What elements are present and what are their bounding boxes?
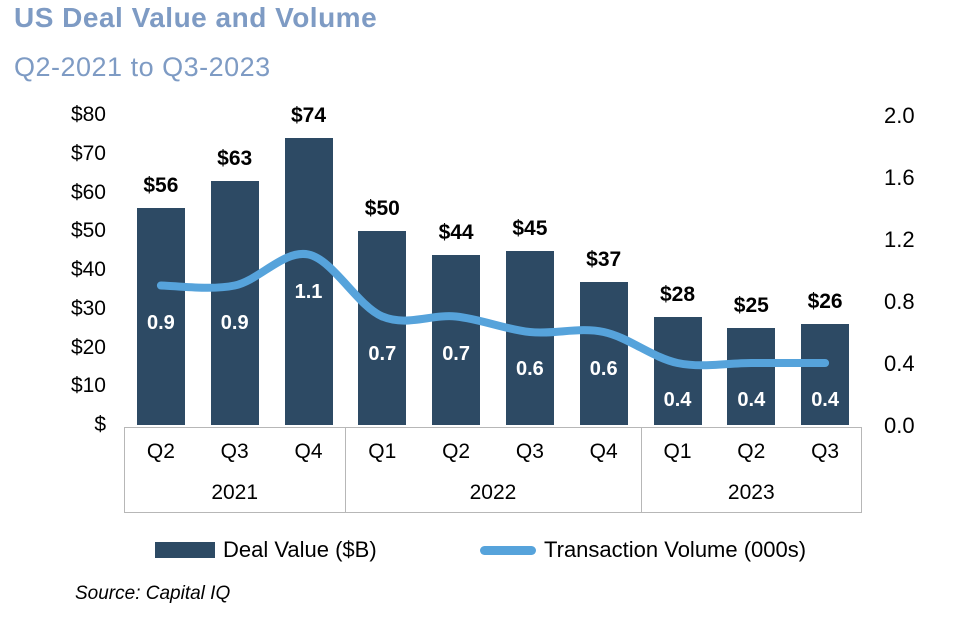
volume-value-label: 0.6 — [589, 358, 618, 380]
quarter-label: Q2 — [442, 440, 471, 463]
legend-item-deal-value: Deal Value ($B) — [155, 536, 377, 564]
year-label: 2023 — [727, 481, 775, 504]
bar-value-label: $37 — [586, 247, 622, 271]
volume-value-label: 0.6 — [515, 358, 544, 380]
y-axis-tick-right: 2.0 — [884, 103, 915, 128]
bar-value-label: $74 — [290, 104, 327, 128]
y-axis-tick-right: 0.8 — [884, 289, 915, 314]
quarter-label: Q3 — [220, 440, 249, 463]
chart-title: US Deal Value and Volume — [14, 2, 378, 33]
volume-value-label: 0.7 — [442, 342, 470, 365]
y-axis-tick-left: $40 — [70, 258, 106, 281]
chart-subtitle: Q2-2021 to Q3-2023 — [14, 52, 271, 82]
bar-value-label: $56 — [143, 174, 179, 197]
y-axis-tick-left: $80 — [70, 103, 106, 126]
category-axis-divider — [345, 427, 347, 513]
y-axis-tick-left: $30 — [70, 296, 106, 320]
y-axis-tick-right: 0.4 — [884, 351, 915, 376]
year-label: 2021 — [211, 481, 259, 504]
volume-value-label: 0.9 — [146, 311, 175, 334]
quarter-label: Q3 — [811, 440, 840, 463]
y-axis-tick-left: $60 — [70, 180, 106, 204]
volume-value-label: 0.4 — [737, 389, 766, 411]
legend-item-transaction-volume: Transaction Volume (000s) — [480, 536, 806, 564]
quarter-label: Q2 — [737, 440, 766, 463]
y-axis-tick-left: $10 — [70, 374, 106, 398]
quarter-label: Q2 — [146, 440, 175, 463]
transaction-volume-line-swatch-icon — [480, 545, 536, 555]
quarter-label: Q3 — [515, 440, 544, 463]
legend-label-transaction-volume: Transaction Volume (000s) — [544, 537, 807, 562]
bar-value-label: $63 — [217, 146, 253, 170]
quarter-label: Q1 — [663, 440, 692, 463]
deal-value-bar-swatch-icon — [155, 542, 215, 558]
quarter-label: Q1 — [368, 440, 397, 463]
category-axis-divider — [640, 427, 642, 513]
bar-value-label: $25 — [733, 294, 769, 318]
deal-value-bar — [210, 180, 259, 425]
quarter-label: Q4 — [589, 440, 618, 463]
volume-value-label: 0.9 — [220, 311, 249, 334]
volume-value-label: 0.7 — [368, 342, 397, 365]
deal-value-bar — [432, 254, 481, 425]
source-note: Source: Capital IQ — [75, 583, 231, 604]
bar-value-label: $26 — [807, 290, 843, 314]
y-axis-tick-left: $ — [94, 413, 106, 436]
bar-value-label: $44 — [438, 220, 474, 244]
deal-value-bar — [579, 281, 628, 425]
volume-value-label: 1.1 — [294, 280, 323, 303]
y-axis-tick-right: 1.6 — [884, 165, 915, 190]
category-axis-box — [124, 427, 862, 513]
legend-label-deal-value: Deal Value ($B) — [223, 537, 377, 562]
bar-value-label: $45 — [512, 216, 548, 240]
deal-value-bar — [505, 250, 554, 425]
quarter-label: Q4 — [294, 440, 323, 463]
y-axis-tick-right: 0.0 — [884, 413, 915, 438]
y-axis-tick-left: $70 — [70, 141, 106, 165]
bar-value-label: $50 — [364, 197, 400, 221]
year-label: 2022 — [469, 481, 517, 504]
bar-value-label: $28 — [659, 282, 696, 306]
y-axis-tick-left: $50 — [70, 219, 106, 243]
y-axis-tick-left: $20 — [70, 335, 106, 359]
deal-value-bar — [358, 231, 407, 425]
volume-value-label: 0.4 — [811, 389, 839, 411]
volume-value-label: 0.4 — [663, 389, 692, 411]
y-axis-tick-right: 1.2 — [884, 227, 915, 252]
